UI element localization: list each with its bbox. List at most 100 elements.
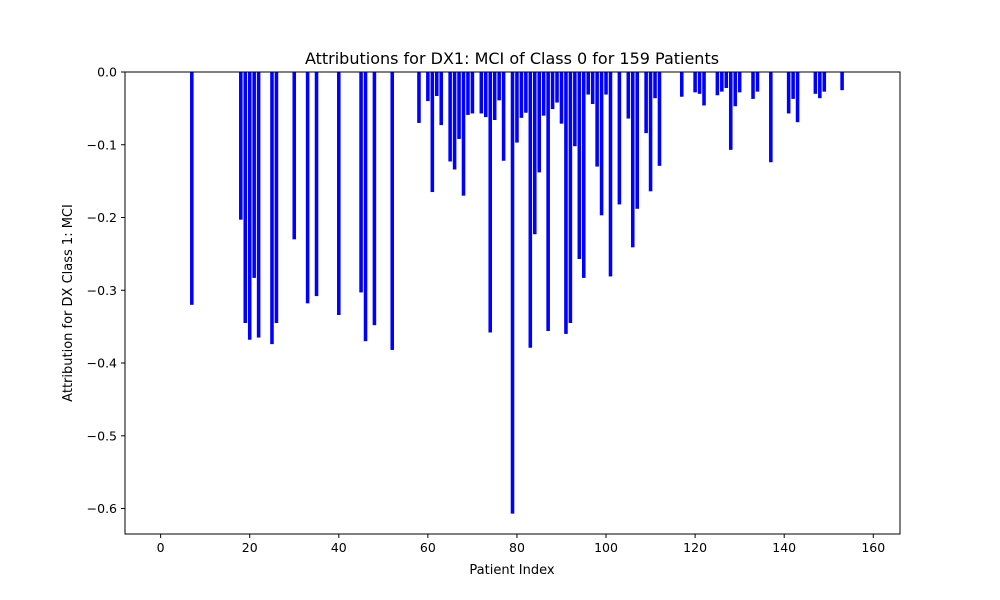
bar-patient-107	[635, 72, 639, 209]
bar-patient-46	[363, 72, 368, 342]
bar-patient-19	[243, 72, 248, 324]
x-tick-label: 20	[242, 540, 258, 555]
bar-patient-137	[769, 72, 773, 163]
bar-patient-84	[532, 72, 537, 235]
bar-patient-100	[604, 72, 608, 95]
bar-patient-45	[359, 72, 363, 293]
bar-patient-99	[599, 72, 604, 216]
bar-patient-77	[501, 72, 506, 161]
bar-patient-120	[693, 72, 697, 93]
bar-patient-148	[818, 72, 822, 99]
y-tick-label: −0.2	[87, 210, 117, 225]
y-tick-label: −0.3	[87, 283, 117, 298]
bar-patient-122	[702, 72, 706, 106]
bar-patient-117	[679, 72, 684, 97]
bar-patient-62	[435, 72, 439, 97]
bar-patient-129	[733, 72, 737, 107]
bar-patient-93	[573, 72, 577, 147]
x-tick-label: 60	[420, 540, 436, 555]
bar-patient-125	[715, 72, 720, 96]
plot-frame	[124, 71, 901, 535]
bar-patient-35	[314, 72, 319, 297]
bar-patient-111	[653, 72, 657, 99]
bar-patient-65	[448, 72, 452, 162]
bar-patient-105	[626, 72, 631, 119]
bar-patient-20	[247, 72, 252, 340]
bar-patient-69	[466, 72, 470, 115]
bar-patient-72	[479, 72, 484, 114]
bar-patient-89	[555, 72, 559, 103]
bars-group	[190, 72, 844, 514]
bar-patient-60	[426, 72, 430, 102]
y-ticks-group: 0.0 −0.1 −0.2 −0.3 −0.4 −0.5 −0.6	[87, 65, 125, 516]
bar-patient-134	[755, 72, 760, 92]
bar-patient-87	[546, 72, 550, 332]
bar-patient-26	[274, 72, 279, 324]
bar-patient-92	[568, 72, 573, 324]
chart-title: Attributions for DX1: MCI of Class 0 for…	[305, 49, 719, 68]
bar-patient-66	[452, 72, 457, 170]
bar-patient-130	[737, 72, 742, 93]
bar-patient-127	[724, 72, 729, 89]
bar-patient-149	[822, 72, 827, 92]
x-tick-label: 0	[157, 540, 165, 555]
bar-patient-94	[577, 72, 582, 259]
bar-patient-21	[252, 72, 256, 278]
bar-patient-128	[728, 72, 733, 150]
x-tick-label: 40	[331, 540, 347, 555]
y-axis-label: Attribution for DX Class 1: MCI	[61, 204, 76, 402]
bar-patient-7	[190, 72, 194, 305]
bar-patient-143	[795, 72, 800, 123]
x-tick-label: 100	[594, 540, 618, 555]
bar-patient-75	[492, 72, 497, 121]
bar-patient-70	[470, 72, 475, 114]
bar-patient-52	[390, 72, 395, 350]
bar-patient-76	[497, 72, 501, 101]
bar-patient-141	[786, 72, 791, 114]
bar-patient-153	[840, 72, 844, 91]
x-axis-label: Patient Index	[469, 563, 554, 578]
bar-patient-58	[417, 72, 421, 123]
y-tick-label: −0.1	[87, 137, 117, 152]
bar-patient-30	[292, 72, 297, 240]
bar-patient-126	[720, 72, 724, 92]
bar-patient-25	[270, 72, 274, 345]
bar-patient-101	[608, 72, 613, 277]
x-ticks-group: 0 20 40 60 80 100 120 140 160	[157, 534, 885, 555]
y-tick-label: 0.0	[97, 65, 117, 80]
bar-patient-79	[510, 72, 515, 514]
bar-patient-63	[439, 72, 444, 126]
bar-patient-82	[524, 72, 528, 113]
bar-patient-22	[256, 72, 261, 338]
bar-patient-133	[751, 72, 755, 99]
y-tick-label: −0.4	[87, 356, 117, 371]
bar-patient-98	[595, 72, 599, 167]
bar-patient-73	[483, 72, 488, 118]
bar-patient-33	[305, 72, 310, 304]
bar-patient-85	[537, 72, 541, 173]
bar-patient-121	[697, 72, 702, 94]
x-tick-label: 140	[772, 540, 796, 555]
bar-patient-109	[644, 72, 648, 134]
x-tick-label: 80	[509, 540, 525, 555]
bar-patient-18	[239, 72, 243, 220]
bar-patient-112	[657, 72, 662, 166]
bar-patient-86	[541, 72, 546, 116]
bar-patient-68	[461, 72, 466, 196]
bar-patient-90	[559, 72, 564, 124]
bar-patient-91	[564, 72, 568, 334]
bar-patient-83	[528, 72, 533, 348]
bar-patient-61	[430, 72, 435, 193]
bar-patient-95	[581, 72, 586, 278]
x-tick-label: 120	[683, 540, 707, 555]
bar-patient-110	[648, 72, 653, 192]
bar-patient-106	[630, 72, 635, 248]
x-tick-label: 160	[861, 540, 885, 555]
bar-patient-80	[515, 72, 519, 143]
bar-patient-48	[372, 72, 377, 326]
bar-patient-96	[586, 72, 590, 95]
bar-patient-97	[590, 72, 595, 105]
y-tick-label: −0.6	[87, 501, 117, 516]
bar-patient-147	[813, 72, 818, 94]
